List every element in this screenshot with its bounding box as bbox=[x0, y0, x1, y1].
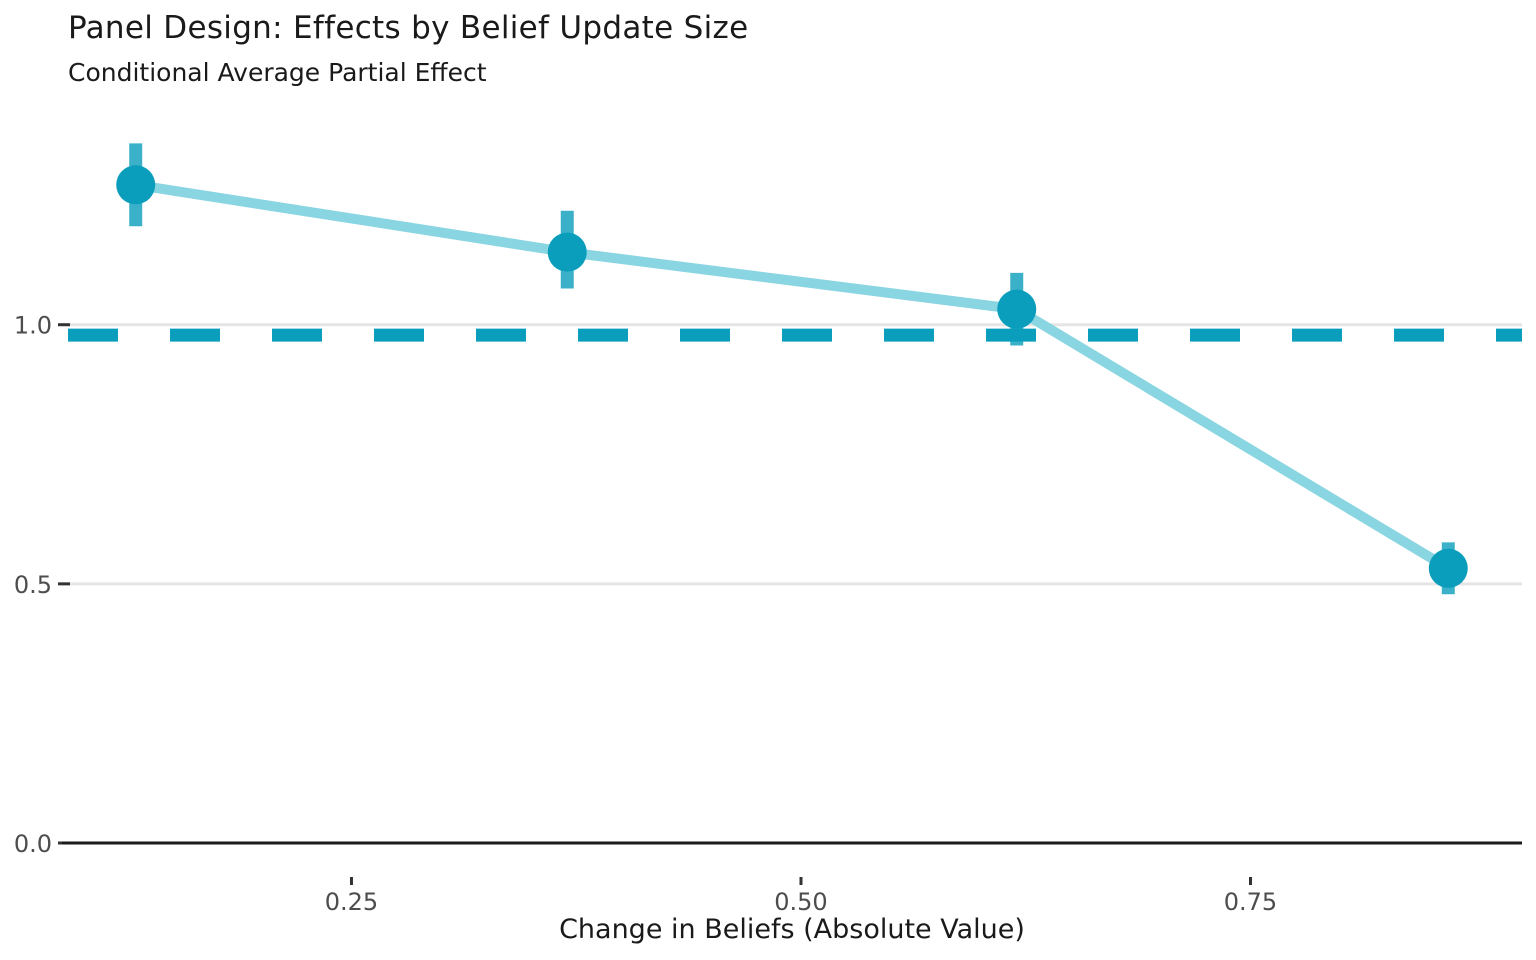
chart-subtitle: Conditional Average Partial Effect bbox=[68, 58, 487, 87]
x-tick-label: 0.75 bbox=[1224, 888, 1277, 916]
x-tick-label: 0.50 bbox=[774, 888, 827, 916]
data-point bbox=[997, 289, 1037, 329]
x-tick-label: 0.25 bbox=[325, 888, 378, 916]
chart-title: Panel Design: Effects by Belief Update S… bbox=[68, 10, 749, 46]
y-tick-label: 0.5 bbox=[14, 571, 52, 599]
x-axis-title: Change in Beliefs (Absolute Value) bbox=[559, 914, 1025, 945]
y-tick-label: 0.0 bbox=[14, 830, 52, 858]
data-point bbox=[116, 165, 156, 205]
data-point bbox=[1428, 548, 1468, 588]
data-point bbox=[547, 232, 587, 272]
y-tick-label: 1.0 bbox=[14, 312, 52, 340]
trend-line bbox=[134, 179, 1451, 573]
